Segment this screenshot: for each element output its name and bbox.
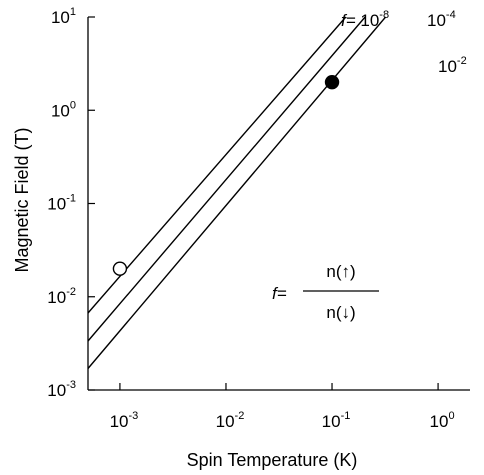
y-tick-label: 10-2 (47, 286, 76, 307)
ratio-formula: f= n(↑) n(↓) (272, 262, 379, 322)
threshold-line (87, 16, 387, 369)
threshold-line (87, 16, 347, 314)
x-tick-label: 10-2 (216, 410, 245, 431)
data-points (112, 74, 340, 276)
y-tick-label: 100 (51, 99, 76, 120)
x-axis-title: Spin Temperature (K) (187, 450, 358, 470)
formula-lhs: f= (272, 284, 287, 303)
y-tick-label: 10-1 (47, 193, 76, 214)
line-labels: f= 10-8 10-4 10-2 (341, 9, 467, 76)
y-tick-label: 10-3 (47, 379, 76, 400)
x-axis-ticks: 10-3 10-2 10-1 100 (110, 383, 455, 431)
formula-numerator: n(↑) (326, 262, 355, 281)
axes (87, 17, 470, 391)
formula-denominator: n(↓) (326, 303, 355, 322)
threshold-line (87, 16, 366, 342)
x-tick-label: 10-3 (110, 410, 139, 431)
x-tick-label: 100 (430, 410, 455, 431)
y-axis-title: Magnetic Field (T) (12, 127, 32, 272)
open-point (112, 261, 128, 276)
y-axis-ticks: 10-3 10-2 10-1 100 101 (47, 6, 95, 400)
filled-point (324, 74, 340, 90)
line-label: f= 10-8 (341, 9, 389, 30)
y-tick-label: 101 (51, 6, 76, 27)
line-label: 10-2 (438, 55, 467, 76)
threshold-lines (87, 16, 387, 369)
line-label: 10-4 (427, 9, 456, 30)
x-tick-label: 10-1 (322, 410, 351, 431)
